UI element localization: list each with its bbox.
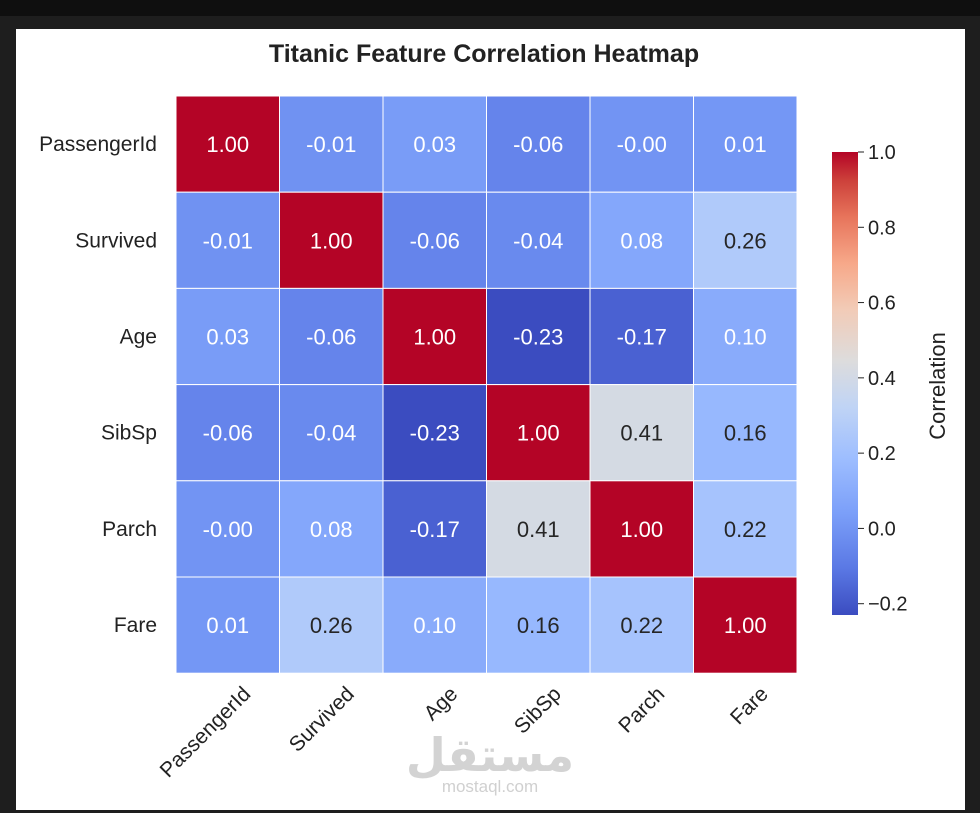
heatmap-cell <box>175 287 280 386</box>
cell-value: 0.16 <box>517 613 560 638</box>
heatmap-cell <box>175 384 280 482</box>
cell-value: -0.01 <box>203 228 253 253</box>
cell-value: -0.00 <box>203 517 253 542</box>
heatmap-cell <box>175 480 280 578</box>
cell-value: 0.03 <box>206 325 249 350</box>
cell-value: 0.41 <box>517 517 560 542</box>
cell-value: 1.00 <box>206 132 249 157</box>
row-label: Parch <box>102 518 157 541</box>
colorbar-tick-label: 0.2 <box>868 443 896 465</box>
heatmap-cell <box>589 480 694 578</box>
heatmap-cell <box>382 384 487 482</box>
cell-value: 0.26 <box>310 613 353 638</box>
colorbar-tick-label: 0.6 <box>868 293 896 315</box>
cell-value: 0.03 <box>413 132 456 157</box>
heatmap-cell <box>589 576 694 674</box>
cell-value: -0.17 <box>617 325 667 350</box>
heatmap-cell <box>486 480 591 578</box>
heatmap-cell <box>486 287 591 386</box>
cell-value: -0.06 <box>203 421 253 446</box>
heatmap-cell <box>279 191 384 289</box>
colorbar-ticks: 1.0 0.8 0.6 0.4 0.2 0.0 −0.2 <box>858 142 907 616</box>
top-bar <box>0 0 980 16</box>
column-label: Parch <box>614 682 669 737</box>
colorbar-label: Correlation <box>925 332 950 440</box>
row-labels: PassengerId Survived Age SibSp Parch Fare <box>39 133 157 637</box>
heatmap-cell <box>279 287 384 386</box>
cell-value: -0.17 <box>410 517 460 542</box>
column-label: Age <box>420 682 463 725</box>
chart-title: Titanic Feature Correlation Heatmap <box>269 40 699 68</box>
cell-value: 1.00 <box>724 613 767 638</box>
cell-value: 0.08 <box>620 228 663 253</box>
cell-value: 0.22 <box>620 613 663 638</box>
column-label: Survived <box>285 682 359 756</box>
heatmap-cell <box>589 287 694 386</box>
row-label: Fare <box>114 614 157 637</box>
colorbar-tick-label: 0.0 <box>868 518 896 540</box>
watermark-text: mostaql.com <box>442 777 538 796</box>
colorbar <box>832 152 858 615</box>
row-label: Age <box>120 326 157 349</box>
cell-value: -0.06 <box>513 132 563 157</box>
heatmap-cell <box>486 191 591 289</box>
heatmap-cell <box>382 480 487 578</box>
heatmap-cell <box>693 384 798 482</box>
cell-value: 0.10 <box>724 325 767 350</box>
heatmap-cell <box>486 384 591 482</box>
cell-value: -0.23 <box>410 421 460 446</box>
cell-value: 0.16 <box>724 421 767 446</box>
heatmap-cell <box>382 95 487 193</box>
heatmap-cell <box>279 384 384 482</box>
heatmap-cell <box>693 480 798 578</box>
heatmap-cell <box>382 287 487 386</box>
cell-value: 0.41 <box>620 421 663 446</box>
row-label: Survived <box>75 229 157 252</box>
cell-value: 0.08 <box>310 517 353 542</box>
heatmap-chart: Titanic Feature Correlation Heatmap 1.00… <box>39 40 950 796</box>
heatmap-cell <box>175 95 280 193</box>
heatmap-cell <box>693 287 798 386</box>
column-label: Fare <box>726 682 773 729</box>
cell-value: 0.26 <box>724 228 767 253</box>
cell-value: 0.01 <box>724 132 767 157</box>
heatmap-cell <box>486 95 591 193</box>
cell-value: 1.00 <box>620 517 663 542</box>
heatmap-cells: 1.00 -0.01 0.03 -0.06 -0.00 0.01 -0.01 1.00 -0.0… <box>175 95 798 674</box>
colorbar-tick-label: 0.8 <box>868 217 896 239</box>
cell-value: -0.04 <box>513 228 563 253</box>
heatmap-cell <box>693 95 798 193</box>
colorbar-tick-label: 1.0 <box>868 142 896 164</box>
cell-value: -0.04 <box>306 421 356 446</box>
row-label: SibSp <box>101 422 157 445</box>
heatmap-cell <box>693 576 798 674</box>
cell-value: -0.01 <box>306 132 356 157</box>
heatmap-cell <box>693 191 798 289</box>
figure-frame: Titanic Feature Correlation Heatmap 1.00… <box>16 29 965 810</box>
heatmap-cell <box>175 576 280 674</box>
cell-value: 0.22 <box>724 517 767 542</box>
cell-value: 1.00 <box>517 421 560 446</box>
cell-value: -0.00 <box>617 132 667 157</box>
watermark-arabic: مستقل <box>406 729 574 781</box>
cell-value: -0.06 <box>410 228 460 253</box>
cell-value: -0.06 <box>306 325 356 350</box>
heatmap-cell <box>589 384 694 482</box>
cell-value: -0.23 <box>513 325 563 350</box>
heatmap-cell <box>279 95 384 193</box>
column-label: PassengerId <box>156 682 256 782</box>
heatmap-cell <box>486 576 591 674</box>
cell-value: 0.10 <box>413 613 456 638</box>
cell-value: 1.00 <box>413 325 456 350</box>
row-label: PassengerId <box>39 133 157 156</box>
colorbar-tick-label: 0.4 <box>868 368 896 390</box>
heatmap-cell <box>589 95 694 193</box>
cell-value: 1.00 <box>310 228 353 253</box>
cell-value: 0.01 <box>206 613 249 638</box>
colorbar-tick-label: −0.2 <box>868 594 907 616</box>
